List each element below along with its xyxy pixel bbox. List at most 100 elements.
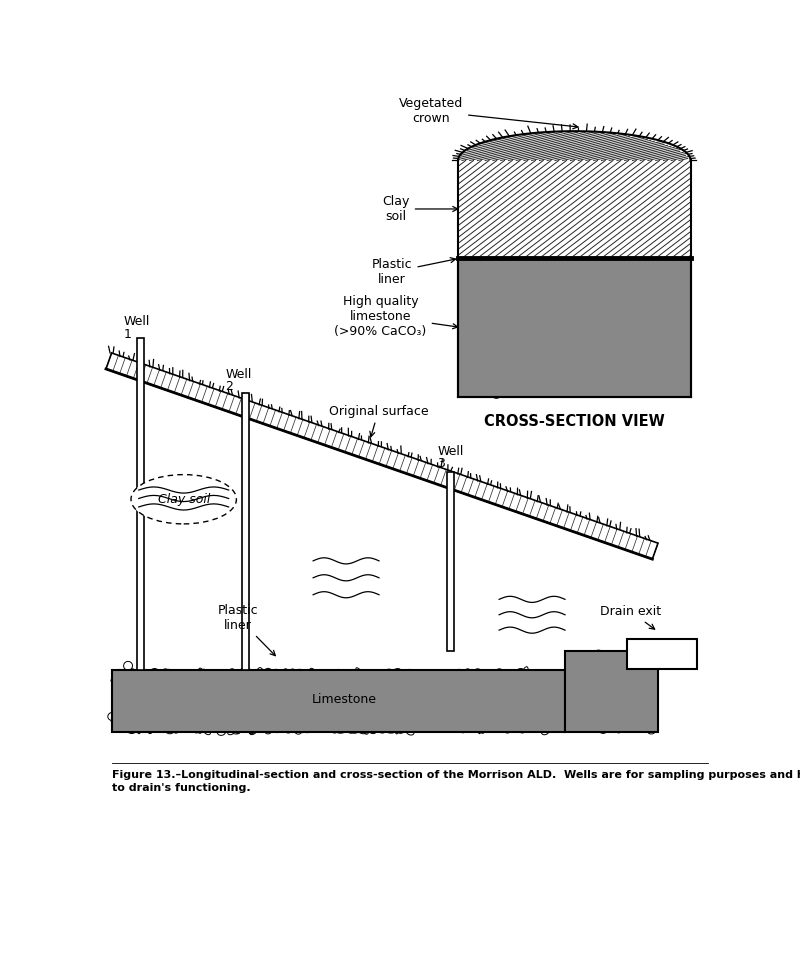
Ellipse shape [567, 333, 574, 340]
Ellipse shape [153, 703, 158, 708]
Ellipse shape [482, 328, 490, 337]
Ellipse shape [658, 326, 669, 337]
Ellipse shape [370, 719, 378, 725]
Ellipse shape [599, 713, 610, 718]
Ellipse shape [618, 714, 627, 721]
Ellipse shape [518, 371, 526, 379]
Ellipse shape [479, 726, 485, 733]
Ellipse shape [463, 307, 467, 319]
Ellipse shape [294, 725, 302, 734]
Ellipse shape [636, 373, 642, 378]
Ellipse shape [220, 722, 227, 731]
Ellipse shape [645, 343, 650, 354]
Ellipse shape [489, 671, 501, 679]
Ellipse shape [592, 707, 601, 717]
Ellipse shape [612, 697, 624, 705]
Ellipse shape [174, 681, 185, 691]
Ellipse shape [636, 678, 644, 685]
Ellipse shape [359, 694, 366, 703]
Ellipse shape [502, 389, 509, 393]
Ellipse shape [539, 388, 548, 397]
Ellipse shape [474, 369, 484, 374]
Ellipse shape [222, 672, 230, 681]
Ellipse shape [674, 364, 686, 369]
Ellipse shape [594, 294, 603, 303]
Ellipse shape [510, 369, 519, 382]
Ellipse shape [291, 708, 302, 715]
Ellipse shape [158, 707, 167, 715]
Ellipse shape [475, 720, 483, 728]
Ellipse shape [498, 703, 506, 712]
Ellipse shape [644, 356, 653, 367]
Ellipse shape [653, 264, 662, 278]
Ellipse shape [335, 690, 342, 702]
Ellipse shape [289, 696, 295, 702]
Ellipse shape [538, 303, 547, 312]
Ellipse shape [414, 715, 419, 725]
Ellipse shape [526, 385, 533, 391]
Ellipse shape [184, 703, 189, 709]
Ellipse shape [548, 340, 554, 345]
Ellipse shape [468, 679, 476, 683]
Ellipse shape [169, 698, 178, 708]
Ellipse shape [198, 722, 206, 731]
Ellipse shape [542, 712, 554, 722]
Ellipse shape [490, 266, 498, 274]
Ellipse shape [440, 688, 446, 695]
Ellipse shape [517, 671, 528, 681]
Ellipse shape [515, 715, 522, 724]
Ellipse shape [531, 369, 537, 374]
Ellipse shape [635, 269, 641, 279]
Ellipse shape [232, 722, 243, 731]
Ellipse shape [646, 709, 654, 718]
Ellipse shape [511, 326, 519, 339]
Ellipse shape [526, 365, 532, 373]
Ellipse shape [587, 709, 595, 718]
Ellipse shape [264, 704, 269, 713]
Ellipse shape [498, 724, 509, 732]
Ellipse shape [655, 278, 664, 286]
Ellipse shape [632, 722, 640, 729]
Ellipse shape [662, 280, 670, 287]
Ellipse shape [592, 376, 601, 384]
Ellipse shape [459, 679, 472, 686]
Ellipse shape [534, 714, 546, 723]
Ellipse shape [602, 706, 608, 715]
Ellipse shape [463, 676, 468, 690]
Ellipse shape [467, 294, 475, 304]
Ellipse shape [522, 692, 526, 703]
Ellipse shape [423, 719, 434, 731]
Ellipse shape [577, 329, 586, 335]
Ellipse shape [209, 705, 218, 713]
Ellipse shape [298, 711, 310, 719]
Ellipse shape [464, 369, 471, 377]
Ellipse shape [543, 676, 552, 684]
Ellipse shape [478, 708, 485, 716]
Ellipse shape [669, 315, 675, 320]
Ellipse shape [299, 690, 309, 701]
Ellipse shape [210, 690, 222, 696]
Ellipse shape [474, 329, 482, 336]
Ellipse shape [678, 274, 687, 279]
Ellipse shape [606, 708, 612, 720]
Ellipse shape [542, 315, 549, 322]
Ellipse shape [439, 675, 444, 685]
Ellipse shape [225, 675, 234, 680]
Ellipse shape [596, 320, 603, 328]
Ellipse shape [156, 674, 163, 682]
Ellipse shape [650, 301, 658, 311]
Ellipse shape [211, 701, 222, 711]
Ellipse shape [586, 316, 596, 328]
Ellipse shape [629, 349, 634, 359]
Ellipse shape [564, 378, 571, 385]
Ellipse shape [585, 277, 598, 284]
Ellipse shape [490, 350, 502, 354]
Ellipse shape [563, 354, 568, 360]
Ellipse shape [612, 264, 622, 275]
Ellipse shape [392, 669, 402, 676]
Ellipse shape [642, 345, 654, 353]
Ellipse shape [478, 670, 492, 676]
Ellipse shape [241, 696, 250, 704]
Ellipse shape [282, 699, 289, 709]
Ellipse shape [576, 650, 584, 658]
